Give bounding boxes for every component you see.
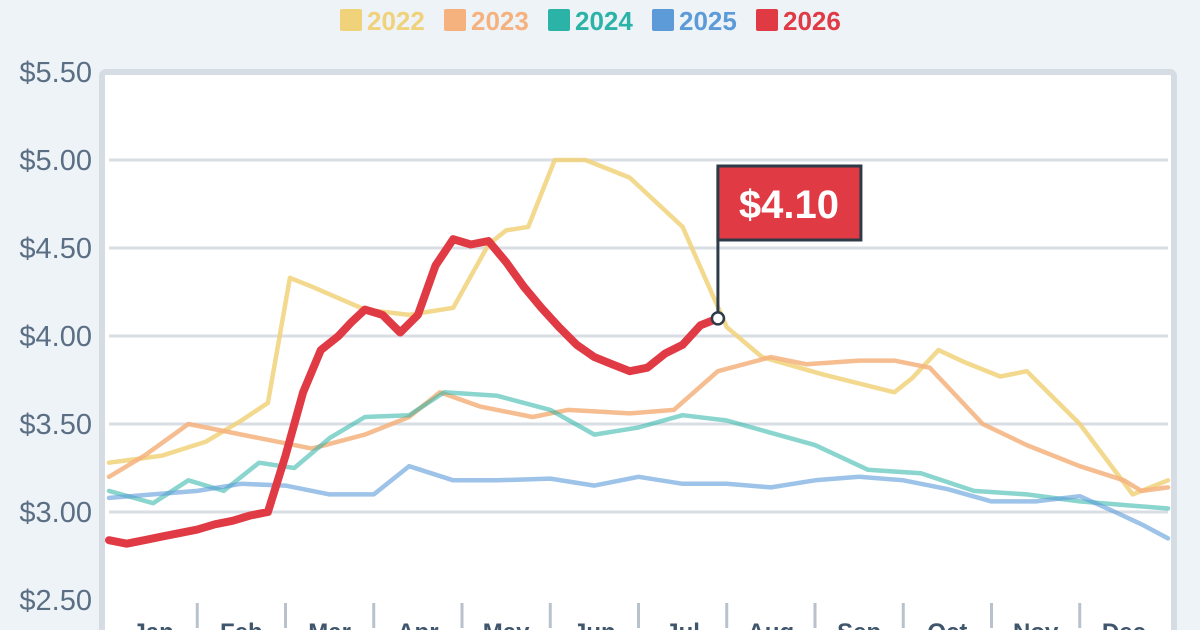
legend-label-2023: 2023: [471, 6, 529, 36]
callout-flag: [716, 164, 863, 242]
legend-swatch-2024: [548, 9, 570, 31]
legend-label-2025: 2025: [679, 6, 737, 36]
x-tick-label: Jan: [132, 619, 173, 630]
series-line-2025: [106, 463, 1171, 541]
series-line-2024: [106, 390, 1171, 511]
legend-swatch-2023: [444, 9, 466, 31]
y-tick-label: $4.50: [19, 233, 92, 265]
x-tick-label: Aug: [748, 619, 795, 630]
legend: 2022 2023 2024 2025 2026: [340, 6, 841, 36]
series-line-2026: [105, 235, 722, 548]
x-tick-label: Apr: [397, 619, 438, 630]
series-line-2022: [106, 157, 1171, 497]
legend-swatch-2026: [756, 9, 778, 31]
y-tick-label: $4.00: [19, 321, 92, 353]
x-axis: Jan Feb Mar Apr May Jun Jul Aug Sep Oct Nov Dec: [132, 603, 1146, 630]
legend-label-2022: 2022: [367, 6, 425, 36]
callout-label: $4.10: [739, 183, 839, 227]
y-tick-label: $3.50: [19, 409, 92, 441]
x-tick-label: Jun: [573, 619, 616, 630]
legend-swatch-2022: [340, 9, 362, 31]
x-tick-label: Jul: [665, 619, 700, 630]
legend-label-2024: 2024: [575, 6, 633, 36]
x-tick-label: Sep: [837, 619, 881, 630]
x-tick-label: May: [483, 619, 530, 630]
y-tick-label: $3.00: [19, 497, 92, 529]
y-axis-tick-labels: $2.50 $3.00 $3.50 $4.00 $4.50 $5.00 $5.50: [19, 57, 92, 617]
price-callout: $4.10: [710, 164, 863, 326]
y-tick-label: $5.50: [19, 57, 92, 89]
legend-label-2026: 2026: [783, 6, 841, 36]
x-tick-label: Dec: [1102, 619, 1146, 630]
y-tick-label: $5.00: [19, 145, 92, 177]
plot-frame: [99, 69, 1177, 630]
x-tick-label: Mar: [308, 619, 351, 630]
gridlines: [109, 158, 1168, 514]
x-tick-label: Feb: [220, 619, 263, 630]
callout-point: [710, 311, 726, 326]
y-tick-label: $2.50: [19, 585, 92, 617]
x-tick-label: Oct: [927, 619, 967, 630]
legend-swatch-2025: [652, 9, 674, 31]
series-lines: [105, 157, 1171, 548]
x-tick-label: Nov: [1013, 619, 1059, 630]
series-line-2023: [106, 354, 1171, 494]
